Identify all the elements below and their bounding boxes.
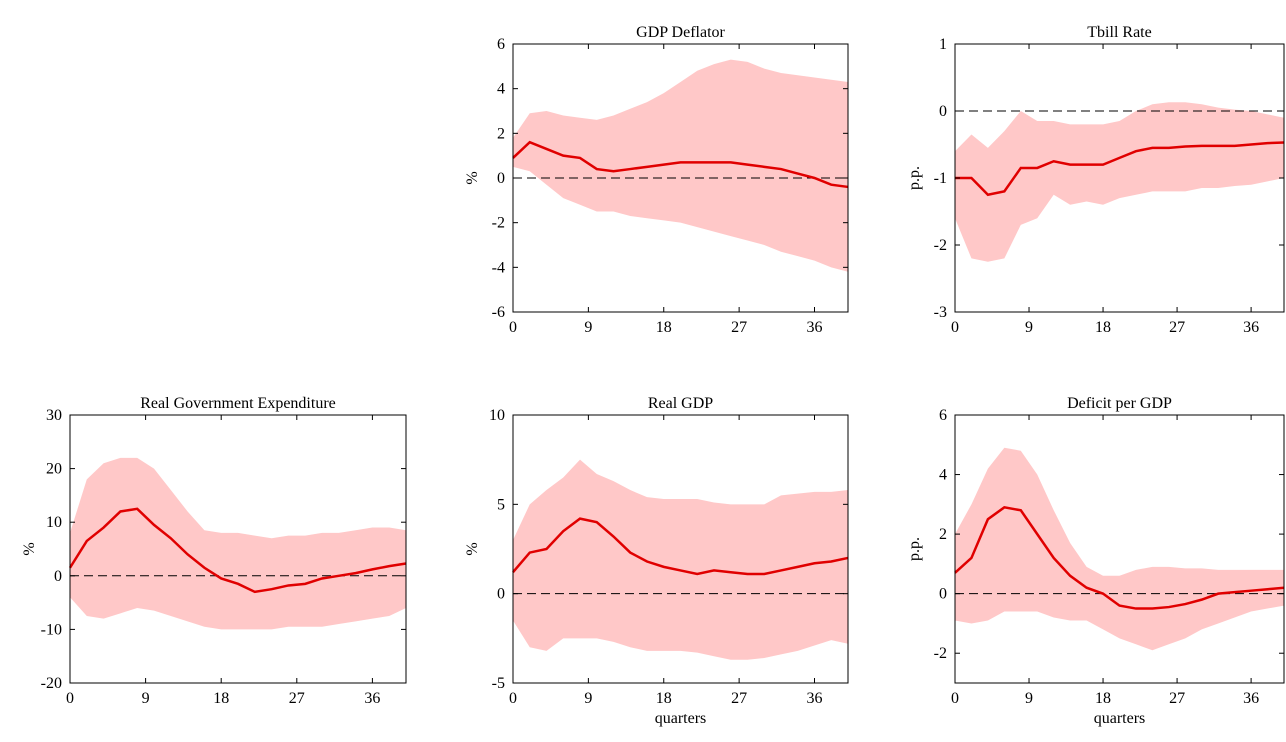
y-tick-label: -2: [492, 215, 505, 232]
y-tick-label: 2: [939, 526, 947, 543]
panel-title: Tbill Rate: [1087, 24, 1151, 41]
x-tick-label: 18: [1095, 319, 1111, 336]
confidence-band: [955, 102, 1284, 262]
y-tick-label: 0: [939, 586, 947, 603]
x-tick-label: 9: [1025, 319, 1033, 336]
y-tick-label: 4: [497, 81, 505, 98]
y-tick-label: -3: [934, 304, 947, 321]
y-tick-label: 0: [54, 568, 62, 585]
x-tick-label: 9: [584, 690, 592, 707]
x-tick-label: 0: [951, 690, 959, 707]
x-tick-label: 9: [1025, 690, 1033, 707]
y-tick-label: 4: [939, 467, 947, 484]
y-tick-label: -4: [492, 259, 505, 276]
y-tick-label: 0: [497, 170, 505, 187]
y-tick-label: 10: [489, 407, 505, 424]
axes-box: [512, 414, 849, 684]
y-tick-label: 6: [939, 407, 947, 424]
response-line: [512, 140, 849, 189]
y-tick-label: 0: [939, 103, 947, 120]
panel-title: GDP Deflator: [636, 24, 725, 41]
y-axis-label: %: [21, 542, 38, 555]
y-tick-label: 1: [939, 36, 947, 53]
axes-box: [69, 414, 407, 684]
y-tick-label: 6: [497, 36, 505, 53]
y-axis-label: p.p.: [906, 166, 923, 190]
x-tick-label: 0: [509, 690, 517, 707]
x-tick-label: 27: [1169, 319, 1185, 336]
x-tick-label: 36: [807, 319, 823, 336]
y-tick-label: -10: [41, 621, 62, 638]
y-tick-label: 2: [497, 125, 505, 142]
x-tick-label: 0: [951, 319, 959, 336]
x-tick-label: 27: [289, 690, 305, 707]
response-line: [954, 505, 1285, 610]
y-tick-label: 0: [497, 586, 505, 603]
x-tick-label: 36: [1243, 319, 1259, 336]
panel-title: Real Government Expenditure: [140, 395, 336, 412]
axes-box: [954, 414, 1285, 684]
x-tick-label: 18: [656, 319, 672, 336]
y-axis-label: %: [464, 542, 481, 555]
x-axis-label: quarters: [655, 710, 707, 727]
y-axis-label: %: [464, 171, 481, 184]
y-tick-label: 30: [46, 407, 62, 424]
x-tick-label: 27: [731, 319, 747, 336]
x-tick-label: 0: [509, 319, 517, 336]
x-tick-label: 18: [1095, 690, 1111, 707]
confidence-band: [513, 459, 848, 660]
response-line: [955, 141, 1285, 197]
response-line: [512, 517, 849, 576]
x-tick-label: 18: [213, 690, 229, 707]
y-tick-label: 10: [46, 514, 62, 531]
x-tick-label: 9: [584, 319, 592, 336]
y-tick-label: 5: [497, 496, 505, 513]
y-tick-label: -20: [41, 675, 62, 692]
x-tick-label: 9: [142, 690, 150, 707]
y-tick-label: -6: [492, 304, 505, 321]
x-tick-label: 36: [807, 690, 823, 707]
x-tick-label: 0: [66, 690, 74, 707]
x-tick-label: 27: [1169, 690, 1185, 707]
x-tick-label: 36: [1243, 690, 1259, 707]
panel-title: Real GDP: [648, 395, 713, 412]
x-tick-label: 18: [656, 690, 672, 707]
y-tick-label: -2: [934, 237, 947, 254]
y-tick-label: -1: [934, 170, 947, 187]
confidence-band: [513, 59, 848, 272]
confidence-band: [955, 447, 1284, 651]
y-tick-label: 20: [46, 461, 62, 478]
x-tick-label: 27: [731, 690, 747, 707]
panel-title: Deficit per GDP: [1067, 395, 1172, 412]
confidence-band: [70, 457, 406, 630]
y-axis-label: p.p.: [906, 537, 923, 561]
x-axis-label: quarters: [1094, 710, 1146, 727]
response-line: [68, 507, 407, 594]
x-tick-label: 36: [364, 690, 380, 707]
y-tick-label: -5: [492, 675, 505, 692]
y-tick-label: -2: [934, 645, 947, 662]
